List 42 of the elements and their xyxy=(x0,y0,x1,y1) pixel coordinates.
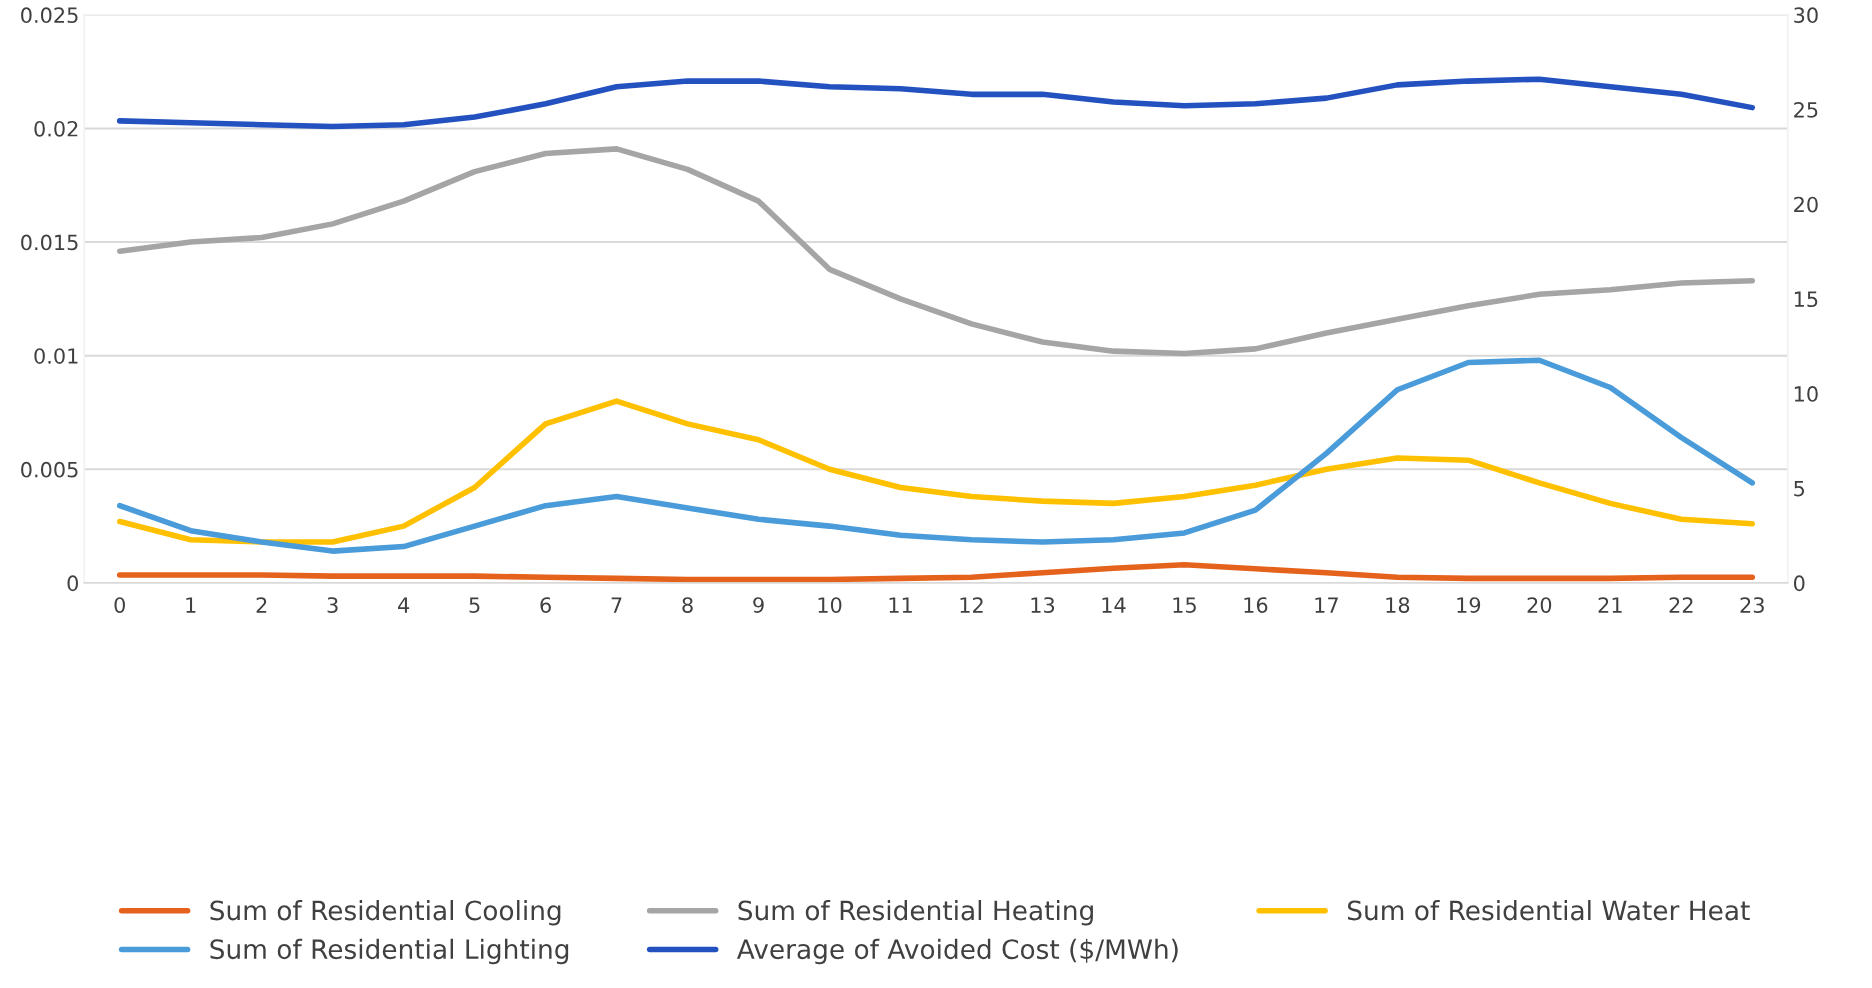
x-tick-label: 11 xyxy=(889,597,912,613)
x-tick-label: 15 xyxy=(1173,597,1196,613)
x-tick-label: 12 xyxy=(960,597,983,613)
x-tick-label: 9 xyxy=(753,597,764,613)
x-tick-label: 20 xyxy=(1527,597,1552,613)
x-tick-label: 7 xyxy=(611,597,622,613)
legend-label: Sum of Residential Cooling xyxy=(210,899,561,926)
y2-tick-label: 15 xyxy=(1794,291,1818,308)
y2-tick-label: 20 xyxy=(1794,196,1818,213)
legend-label: Average of Avoided Cost ($/MWh) xyxy=(736,938,1178,965)
x-tick-label: 16 xyxy=(1244,597,1268,613)
x-tick-label: 14 xyxy=(1102,597,1126,613)
x-tick-label: 2 xyxy=(256,597,267,613)
y2-tick-label: 0 xyxy=(1793,575,1805,592)
y2-tick-label: 5 xyxy=(1794,480,1805,497)
y-tick-label: 0.01 xyxy=(34,348,78,364)
y-tick-label: 0 xyxy=(67,575,78,592)
y-tick-label: 0.02 xyxy=(34,120,78,137)
y-tick-label: 0.015 xyxy=(21,234,78,251)
x-tick-label: 8 xyxy=(682,597,693,613)
x-tick-label: 17 xyxy=(1315,597,1338,613)
x-tick-label: 0 xyxy=(114,597,125,613)
x-tick-label: 10 xyxy=(818,597,842,613)
x-tick-label: 3 xyxy=(327,597,338,613)
x-tick-label: 21 xyxy=(1598,597,1622,613)
legend-label: Sum of Residential Lighting xyxy=(210,938,569,965)
y2-tick-label: 10 xyxy=(1794,386,1818,402)
legend-label: Sum of Residential Heating xyxy=(738,899,1093,926)
x-tick-label: 18 xyxy=(1386,597,1410,613)
legend-label: Sum of Residential Water Heat xyxy=(1347,899,1750,921)
x-tick-label: 22 xyxy=(1669,597,1693,613)
y2-tick-label: 30 xyxy=(1794,7,1818,24)
x-tick-label: 13 xyxy=(1031,597,1055,613)
x-tick-label: 23 xyxy=(1740,597,1764,613)
x-tick-label: 5 xyxy=(469,597,480,613)
y-tick-label: 0.025 xyxy=(21,7,78,24)
y2-tick-label: 25 xyxy=(1794,101,1818,118)
x-tick-label: 1 xyxy=(186,597,196,613)
x-tick-label: 6 xyxy=(540,597,551,613)
y-tick-label: 0.005 xyxy=(21,461,78,478)
x-tick-label: 19 xyxy=(1457,597,1481,613)
x-tick-label: 4 xyxy=(398,597,410,613)
